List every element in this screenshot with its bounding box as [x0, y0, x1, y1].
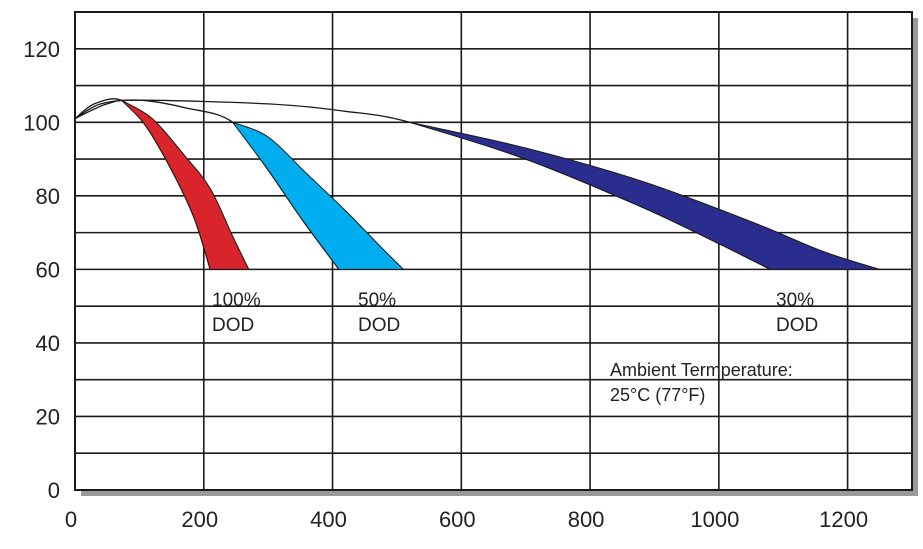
series-band-50-dod: [231, 121, 405, 270]
x-tick-label-1200: 1200: [819, 507, 868, 532]
plot-frame: [74, 11, 913, 491]
y-tick-label-100: 100: [23, 110, 60, 135]
y-tick-label-40: 40: [36, 331, 60, 356]
x-tick-label-200: 200: [181, 507, 218, 532]
series-band-30-dod: [409, 121, 880, 270]
y-tick-label-20: 20: [36, 404, 60, 429]
x-tick-label-800: 800: [568, 507, 605, 532]
y-tick-label-120: 120: [23, 37, 60, 62]
y-tick-label-80: 80: [36, 184, 60, 209]
series-label-30-dod-line-2: DOD: [776, 315, 818, 336]
series-band-100-dod: [121, 99, 250, 270]
x-tick-label-600: 600: [439, 507, 476, 532]
series-label-30-dod-line-1: 30%: [776, 290, 814, 311]
ambient-temperature-note-line-2: 25°C (77°F): [610, 385, 705, 405]
series-label-50-dod-line-2: DOD: [358, 315, 400, 336]
y-tick-label-0: 0: [48, 478, 60, 503]
x-tick-label-0: 0: [65, 507, 77, 532]
series-label-100-dod-line-1: 100%: [212, 290, 261, 311]
series-label-100-dod-line-2: DOD: [212, 315, 254, 336]
x-tick-label-1000: 1000: [690, 507, 739, 532]
y-tick-label-60: 60: [36, 257, 60, 282]
ambient-temperature-note-line-1: Ambient Termperature:: [610, 360, 793, 380]
series-label-50-dod-line-1: 50%: [358, 290, 396, 311]
x-tick-label-400: 400: [310, 507, 347, 532]
